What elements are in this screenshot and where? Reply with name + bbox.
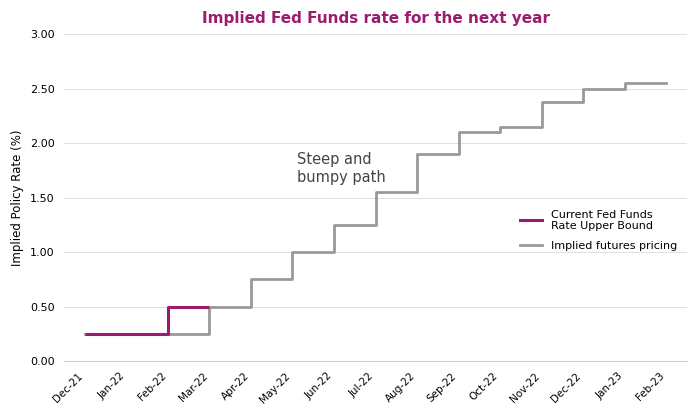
Y-axis label: Implied Policy Rate (%): Implied Policy Rate (%): [11, 129, 24, 266]
Title: Implied Fed Funds rate for the next year: Implied Fed Funds rate for the next year: [202, 11, 549, 26]
Legend: Current Fed Funds
Rate Upper Bound, Implied futures pricing: Current Fed Funds Rate Upper Bound, Impl…: [515, 205, 681, 255]
Text: Steep and
bumpy path: Steep and bumpy path: [297, 152, 385, 185]
